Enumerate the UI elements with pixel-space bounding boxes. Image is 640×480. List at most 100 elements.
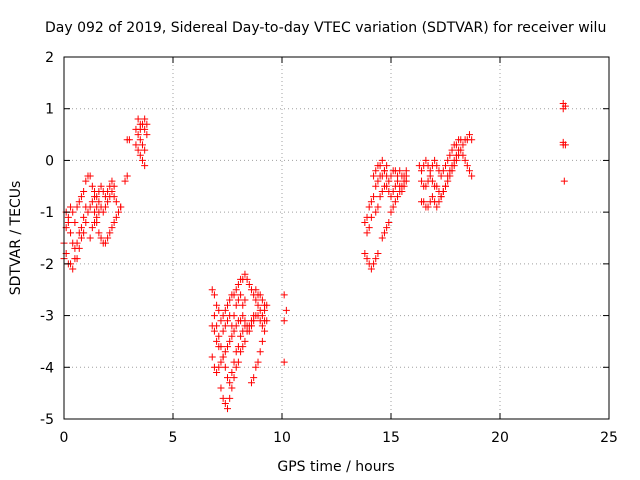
data-point [376,193,384,201]
data-point [232,301,240,309]
data-point [208,353,216,361]
data-point [110,182,118,190]
data-point [254,291,262,299]
data-point [459,141,467,149]
data-point [121,177,129,185]
data-point [230,291,238,299]
data-point [245,281,253,289]
data-point [254,301,262,309]
data-point [108,177,116,185]
data-point [101,203,109,211]
data-point [256,348,264,356]
data-point [112,198,120,206]
data-point [88,182,96,190]
data-point [258,322,266,330]
data-point [365,203,373,211]
data-point [237,291,245,299]
data-point [217,358,225,366]
axis-ticks [63,56,610,420]
data-point [95,229,103,237]
data-point [243,275,251,283]
data-point [97,234,105,242]
data-point [104,187,112,195]
data-point [374,250,382,258]
data-point [446,167,454,175]
data-point [420,198,428,206]
data-point [93,193,101,201]
data-point [389,187,397,195]
data-point [400,172,408,180]
data-point [247,317,255,325]
data-point [77,224,85,232]
data-point [446,151,454,159]
data-point [363,255,371,263]
data-point [463,162,471,170]
y-tick-label: -4 [40,360,54,376]
data-point [134,115,142,123]
x-tick-label: 5 [169,430,178,446]
data-point [239,312,247,320]
data-point [86,172,94,180]
data-point [258,337,266,345]
data-point [221,399,229,407]
data-point [112,213,120,221]
data-point [73,239,81,247]
data-point [370,260,378,268]
data-point [396,187,404,195]
data-point [224,405,231,413]
data-point [428,193,436,201]
y-tick-label: -2 [40,257,54,273]
data-point [280,317,288,325]
data-point [221,348,229,356]
data-point [234,281,242,289]
data-point [433,162,441,170]
data-point [391,198,399,206]
data-point [261,327,269,335]
data-point [237,332,245,340]
data-point [217,317,225,325]
data-point [367,213,375,221]
data-point [374,203,382,211]
data-point [232,286,240,294]
data-point [461,156,469,164]
data-point [215,306,223,314]
data-point [439,167,447,175]
x-tick-label: 0 [60,430,69,446]
data-point [426,172,434,180]
data-point [241,296,249,304]
data-point [228,322,236,330]
data-point [67,203,75,211]
data-point [442,182,449,190]
data-point [380,167,388,175]
data-point [224,343,231,351]
data-point [97,182,105,190]
data-point [221,306,229,314]
data-point [86,234,94,242]
data-point [69,208,77,216]
data-point [465,131,473,139]
data-point [101,239,109,247]
data-point [448,146,456,154]
data-point [387,208,395,216]
data-point [455,146,463,154]
data-point [559,141,567,149]
data-point [254,358,262,366]
data-point [435,198,443,206]
data-point [226,337,234,345]
data-point [428,177,436,185]
data-point [250,312,258,320]
data-point [134,131,142,139]
data-point [385,177,393,185]
data-point [82,177,90,185]
data-point [367,198,375,206]
data-point [452,141,460,149]
data-point [95,198,103,206]
data-point [372,182,380,190]
data-point [125,136,133,144]
data-point [226,379,234,387]
data-point [230,358,238,366]
data-point [372,255,380,263]
data-point [143,131,151,139]
data-point [108,224,116,232]
data-point [73,255,81,263]
